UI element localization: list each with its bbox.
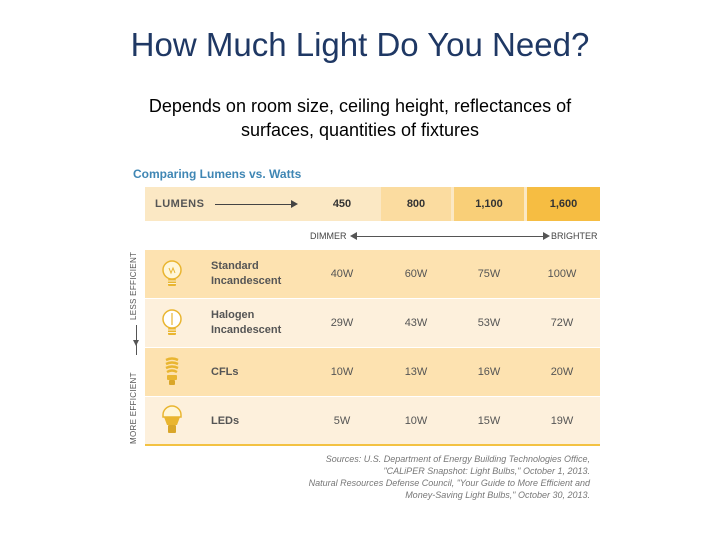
watts-cell: 5W bbox=[333, 415, 351, 427]
scale-brighter-label: BRIGHTER bbox=[551, 231, 598, 241]
watts-cell: 10W bbox=[404, 415, 428, 427]
subtitle-line-2: surfaces, quantities of fixtures bbox=[240, 120, 480, 140]
side-label-more-efficient: MORE EFFICIENT bbox=[129, 372, 138, 444]
left-arrow-icon bbox=[350, 232, 357, 240]
watts-cell: 72W bbox=[550, 317, 574, 329]
lumens-cell: 1,600 bbox=[527, 187, 600, 221]
down-arrow-icon bbox=[133, 340, 139, 346]
sources-note: Sources: U.S. Department of Energy Build… bbox=[260, 453, 590, 501]
watts-cell: 15W bbox=[477, 415, 501, 427]
source-line: Money-Saving Light Bulbs," October 30, 2… bbox=[405, 490, 590, 500]
row-label-line-1: Halogen bbox=[211, 309, 255, 321]
row-label-line-1: CFLs bbox=[211, 365, 239, 378]
lumens-cell: 1,100 bbox=[454, 187, 524, 221]
subtitle-line-1: Depends on room size, ceiling height, re… bbox=[148, 96, 572, 116]
table-row: CFLs 10W 13W 16W 20W bbox=[145, 348, 600, 396]
row-label: LEDs bbox=[211, 397, 311, 445]
right-arrow-icon bbox=[291, 200, 298, 208]
watts-cell: 13W bbox=[404, 366, 428, 378]
row-label-line-1: Standard bbox=[211, 260, 259, 272]
watts-cell: 16W bbox=[477, 366, 501, 378]
watts-cell: 75W bbox=[477, 268, 501, 280]
led-bulb-icon bbox=[145, 397, 200, 445]
watts-cell: 20W bbox=[550, 366, 574, 378]
source-line: "CALiPER Snapshot: Light Bulbs," October… bbox=[383, 466, 590, 476]
watts-cell: 29W bbox=[330, 317, 354, 329]
incandescent-bulb-icon bbox=[145, 250, 200, 298]
slide-subtitle: Depends on room size, ceiling height, re… bbox=[100, 94, 620, 142]
row-label-line-2: Incandescent bbox=[211, 324, 282, 336]
cfl-bulb-icon bbox=[145, 348, 200, 396]
table-row: LEDs 5W 10W 15W 19W bbox=[145, 397, 600, 445]
brightness-scale-line bbox=[355, 236, 548, 237]
table-bottom-rule bbox=[145, 444, 600, 446]
table-row: Standard Incandescent 40W 60W 75W 100W bbox=[145, 250, 600, 298]
right-arrow-icon bbox=[543, 232, 550, 240]
lumens-label: LUMENS bbox=[155, 198, 205, 210]
lumens-cell: 450 bbox=[307, 187, 377, 221]
table-row: Halogen Incandescent 29W 43W 53W 72W bbox=[145, 299, 600, 347]
watts-cell: 19W bbox=[550, 415, 574, 427]
source-line: Natural Resources Defense Council, "Your… bbox=[308, 478, 590, 488]
lumens-cell: 800 bbox=[381, 187, 451, 221]
row-label-line-1: LEDs bbox=[211, 414, 240, 427]
lumens-row: LUMENS 450 800 1,100 1,600 bbox=[145, 187, 600, 221]
row-label: Halogen Incandescent bbox=[211, 299, 311, 347]
watts-cell: 100W bbox=[547, 268, 577, 280]
watts-cell: 40W bbox=[330, 268, 354, 280]
row-label: Standard Incandescent bbox=[211, 250, 311, 298]
scale-dimmer-label: DIMMER bbox=[310, 231, 347, 241]
watts-cell: 10W bbox=[330, 366, 354, 378]
lumens-arrow-line bbox=[215, 204, 293, 205]
watts-cell: 53W bbox=[477, 317, 501, 329]
source-line: Sources: U.S. Department of Energy Build… bbox=[325, 454, 590, 464]
row-label-line-2: Incandescent bbox=[211, 275, 282, 287]
row-label: CFLs bbox=[211, 348, 311, 396]
slide-title: How Much Light Do You Need? bbox=[130, 26, 590, 63]
figure-heading: Comparing Lumens vs. Watts bbox=[133, 167, 302, 181]
halogen-bulb-icon bbox=[145, 299, 200, 347]
side-label-less-efficient: LESS EFFICIENT bbox=[129, 251, 138, 320]
watts-cell: 43W bbox=[404, 317, 428, 329]
watts-cell: 60W bbox=[404, 268, 428, 280]
